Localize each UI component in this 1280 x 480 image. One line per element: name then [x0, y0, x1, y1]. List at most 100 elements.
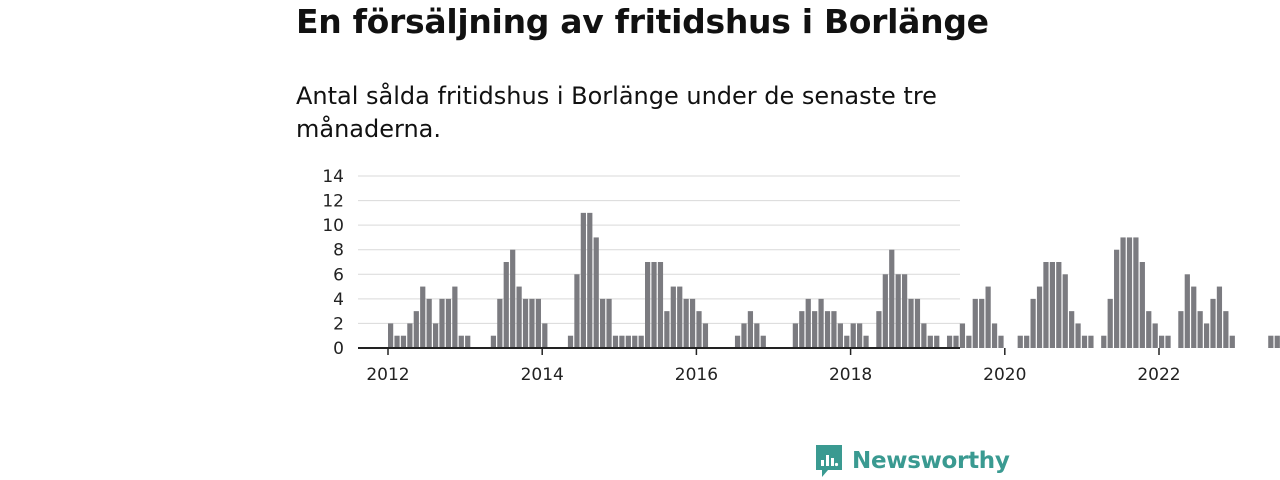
bar — [818, 298, 824, 348]
bar — [1062, 274, 1068, 348]
bar — [1049, 262, 1055, 348]
bar — [908, 298, 914, 348]
bar — [760, 335, 766, 348]
bar — [407, 323, 413, 348]
bar — [632, 335, 638, 348]
bar — [702, 323, 709, 348]
bar — [921, 323, 927, 348]
bar — [1075, 323, 1081, 348]
bar — [902, 274, 908, 348]
x-axis-ticks — [387, 348, 1160, 355]
bar — [1152, 323, 1158, 348]
bar — [1229, 335, 1235, 348]
x-tick-label: 2014 — [521, 365, 564, 385]
bar — [857, 323, 863, 348]
bar — [696, 311, 702, 348]
bar — [1107, 298, 1113, 348]
x-tick-label: 2020 — [983, 365, 1026, 385]
bar — [1036, 286, 1043, 348]
bar — [497, 298, 503, 348]
bar — [606, 298, 612, 348]
bar — [1191, 286, 1197, 348]
bar — [876, 311, 882, 348]
bar — [799, 311, 805, 348]
brand-name: Newsworthy — [852, 448, 1010, 474]
bar — [452, 286, 458, 348]
bar — [1133, 237, 1139, 348]
y-tick-label: 12 — [322, 192, 344, 212]
bar — [1139, 262, 1145, 348]
bar — [946, 335, 953, 348]
bar — [1197, 311, 1203, 348]
x-tick-label: 2016 — [675, 365, 718, 385]
bar — [754, 323, 760, 348]
bar — [445, 298, 452, 348]
bar — [529, 298, 535, 348]
bar — [580, 212, 586, 348]
y-tick-label: 8 — [333, 241, 344, 261]
bar — [914, 298, 921, 348]
bar — [619, 335, 625, 348]
bar — [1081, 335, 1088, 348]
bar — [979, 298, 985, 348]
bar — [985, 286, 991, 348]
bar — [503, 262, 509, 348]
bar — [824, 311, 831, 348]
bar — [1069, 311, 1075, 348]
y-tick-label: 0 — [333, 339, 344, 359]
bar — [889, 249, 895, 348]
bar — [516, 286, 522, 348]
bar — [638, 335, 644, 348]
bar — [747, 311, 754, 348]
bar — [863, 335, 869, 348]
bar — [1114, 249, 1120, 348]
x-tick-label: 2012 — [366, 365, 409, 385]
bar — [734, 335, 741, 348]
bar — [670, 286, 676, 348]
bar — [645, 262, 651, 348]
bar — [689, 298, 696, 348]
bar — [465, 335, 471, 348]
y-tick-label: 6 — [333, 265, 344, 285]
bar — [805, 298, 811, 348]
bar — [837, 323, 843, 348]
bars — [388, 212, 1280, 348]
bar — [651, 262, 657, 348]
bar — [850, 323, 856, 348]
bar — [413, 311, 419, 348]
bar — [567, 335, 574, 348]
x-tick-label: 2018 — [829, 365, 872, 385]
bar — [664, 311, 670, 348]
bar — [394, 335, 400, 348]
bar — [998, 335, 1004, 348]
y-tick-label: 2 — [333, 314, 344, 334]
grid-lines — [358, 175, 960, 324]
bar — [972, 298, 978, 348]
bar — [420, 286, 426, 348]
bar — [1030, 298, 1036, 348]
bar — [1126, 237, 1133, 348]
bar — [426, 298, 432, 348]
bar — [1184, 274, 1190, 348]
bar — [934, 335, 940, 348]
bar — [1017, 335, 1023, 348]
bar — [600, 298, 606, 348]
bar — [953, 335, 959, 348]
bar — [657, 262, 664, 348]
bar — [535, 298, 541, 348]
bar — [792, 323, 798, 348]
bar — [593, 237, 599, 348]
bar — [1216, 286, 1223, 348]
bar — [1146, 311, 1152, 348]
chart-subtitle: Antal sålda fritidshus i Borlänge under … — [296, 82, 937, 143]
bar — [432, 323, 439, 348]
bar — [895, 274, 901, 348]
page-title: En försäljning av fritidshus i Borlänge — [296, 2, 989, 41]
bar — [882, 274, 888, 348]
bar — [388, 323, 394, 348]
newsworthy-logo: Newsworthy — [814, 444, 1010, 478]
bar — [522, 298, 529, 348]
bar — [625, 335, 631, 348]
y-tick-label: 14 — [322, 167, 344, 187]
